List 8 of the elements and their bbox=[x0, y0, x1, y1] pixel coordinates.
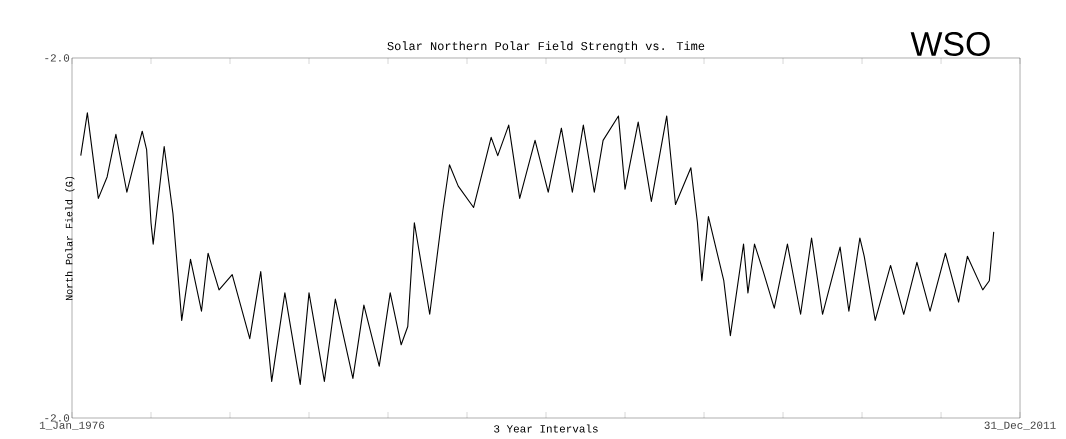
text: -2.0 bbox=[45, 54, 70, 62]
text: WSO bbox=[910, 32, 990, 56]
text: -2.0 bbox=[45, 414, 70, 422]
x-tick-label: 31_Dec_2011 bbox=[984, 421, 1056, 431]
y-axis-title: North Polar Field (G) bbox=[65, 176, 75, 300]
x-axis-title: 3 Year Intervals bbox=[494, 424, 598, 433]
x-tick-label: 1_Jan_1976 bbox=[39, 421, 105, 431]
chart-title: Solar Northern Polar Field Strength vs. Time bbox=[387, 41, 705, 53]
